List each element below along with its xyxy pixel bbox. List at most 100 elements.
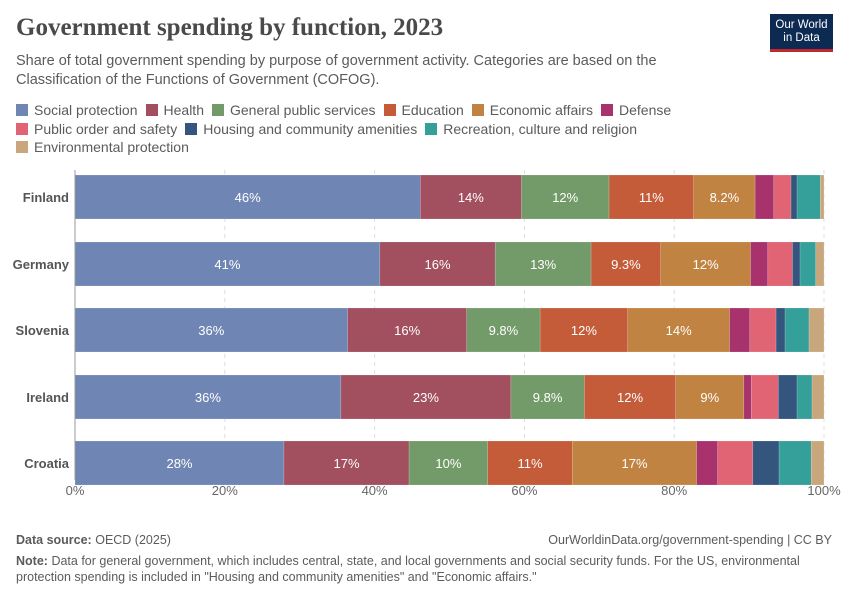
- bar-segment[interactable]: [74, 440, 285, 486]
- bar-segment[interactable]: [572, 440, 697, 486]
- bar-segment[interactable]: [466, 307, 541, 353]
- legend-item[interactable]: Education: [383, 101, 464, 120]
- legend-swatch: [211, 104, 224, 117]
- category-label: Ireland: [26, 390, 69, 405]
- bar-segment[interactable]: [767, 241, 793, 287]
- bar-segment[interactable]: [754, 174, 775, 220]
- data-source: Data source: OECD (2025): [16, 533, 171, 547]
- data-label: 36%: [198, 323, 224, 338]
- bar-segment[interactable]: [660, 241, 751, 287]
- bar-segment[interactable]: [74, 174, 421, 220]
- bar-segment[interactable]: [379, 241, 496, 287]
- bar-segment[interactable]: [494, 241, 592, 287]
- chart-title: Government spending by function, 2023: [16, 14, 444, 41]
- x-tick-label: 0%: [66, 483, 85, 498]
- legend-swatch: [383, 104, 396, 117]
- data-label: 8.2%: [710, 190, 740, 205]
- bar-segment[interactable]: [751, 374, 779, 420]
- bar-segment[interactable]: [584, 374, 676, 420]
- bar-segment[interactable]: [487, 440, 573, 486]
- bar-segment[interactable]: [811, 374, 825, 420]
- data-label: 9.3%: [611, 257, 641, 272]
- data-label: 9.8%: [489, 323, 519, 338]
- legend-swatch: [471, 104, 484, 117]
- legend-item[interactable]: Social protection: [16, 101, 138, 120]
- data-label: 12%: [571, 323, 597, 338]
- bar-segment[interactable]: [790, 174, 798, 220]
- legend-label: Housing and community amenities: [203, 120, 418, 137]
- note-text: Data for general government, which inclu…: [16, 554, 800, 584]
- bar-segment[interactable]: [539, 307, 629, 353]
- bar-segment[interactable]: [74, 307, 348, 353]
- category-label: Germany: [13, 257, 70, 272]
- x-tick-label: 80%: [661, 483, 687, 498]
- x-tick-label: 60%: [511, 483, 537, 498]
- legend: Social protection Health General public se…: [16, 101, 696, 157]
- bar-segment[interactable]: [347, 307, 467, 353]
- source-text[interactable]: OECD (2025): [95, 533, 171, 547]
- bar-segment[interactable]: [608, 174, 694, 220]
- bar-segment[interactable]: [784, 307, 810, 353]
- bar-segment[interactable]: [340, 374, 512, 420]
- chart-subtitle: Share of total government spending by pu…: [16, 53, 657, 88]
- data-label: 11%: [517, 456, 542, 471]
- legend-label: Health: [163, 102, 204, 119]
- data-label: 16%: [394, 323, 420, 338]
- bar-segment[interactable]: [750, 241, 769, 287]
- legend-item[interactable]: Public order and safety: [16, 120, 177, 139]
- bar-segment[interactable]: [696, 440, 718, 486]
- category-label: Slovenia: [16, 323, 70, 338]
- bar-segment[interactable]: [590, 241, 661, 287]
- legend-item[interactable]: Economic affairs: [471, 101, 593, 120]
- bar-segment[interactable]: [420, 174, 522, 220]
- bar-segment[interactable]: [773, 174, 792, 220]
- bar-segment[interactable]: [675, 374, 745, 420]
- category-label: Croatia: [24, 456, 70, 471]
- bar-segment[interactable]: [283, 440, 410, 486]
- x-tick-label: 40%: [362, 483, 388, 498]
- bar-segment[interactable]: [799, 241, 817, 287]
- bar-segment[interactable]: [752, 440, 780, 486]
- legend-swatch: [145, 104, 158, 117]
- bar-segment[interactable]: [729, 307, 751, 353]
- bar-segment[interactable]: [820, 174, 825, 220]
- bar-segment[interactable]: [74, 374, 342, 420]
- bar-segment[interactable]: [796, 174, 821, 220]
- legend-item[interactable]: General public services: [211, 101, 376, 120]
- legend-label: Recreation, culture and religion: [443, 120, 637, 137]
- source-url[interactable]: OurWorldinData.org/government-spending |…: [548, 533, 832, 547]
- legend-item[interactable]: Defense: [601, 101, 671, 120]
- bar-segment[interactable]: [792, 241, 801, 287]
- data-label: 14%: [666, 323, 692, 338]
- bar-segment[interactable]: [693, 174, 756, 220]
- bar-segment[interactable]: [775, 307, 786, 353]
- bar-segment[interactable]: [815, 241, 825, 287]
- legend-item[interactable]: Recreation, culture and religion: [425, 120, 637, 139]
- data-label: 46%: [235, 190, 261, 205]
- legend-swatch: [16, 141, 28, 154]
- legend-item[interactable]: Health: [145, 101, 204, 120]
- owid-logo[interactable]: Our World in Data: [770, 14, 833, 52]
- bar-segment[interactable]: [627, 307, 730, 353]
- bar-segment[interactable]: [510, 374, 585, 420]
- bar-segment[interactable]: [796, 374, 813, 420]
- bar-segment[interactable]: [521, 174, 610, 220]
- bar-segment[interactable]: [717, 440, 754, 486]
- bar-segment[interactable]: [408, 440, 488, 486]
- data-label: 11%: [639, 190, 664, 205]
- data-label: 12%: [693, 257, 719, 272]
- data-label: 36%: [195, 390, 221, 405]
- bar-segment[interactable]: [808, 307, 825, 353]
- data-label: 12%: [617, 390, 643, 405]
- legend-item[interactable]: Environmental protection: [16, 138, 189, 157]
- bar-segment[interactable]: [778, 440, 812, 486]
- data-label: 14%: [458, 190, 484, 205]
- bar-segment[interactable]: [811, 440, 825, 486]
- bar-segment[interactable]: [749, 307, 777, 353]
- bar-segment[interactable]: [778, 374, 798, 420]
- data-label: 28%: [166, 456, 192, 471]
- bar-segment[interactable]: [743, 374, 752, 420]
- legend-item[interactable]: Housing and community amenities: [185, 120, 417, 139]
- bar-segment[interactable]: [74, 241, 381, 287]
